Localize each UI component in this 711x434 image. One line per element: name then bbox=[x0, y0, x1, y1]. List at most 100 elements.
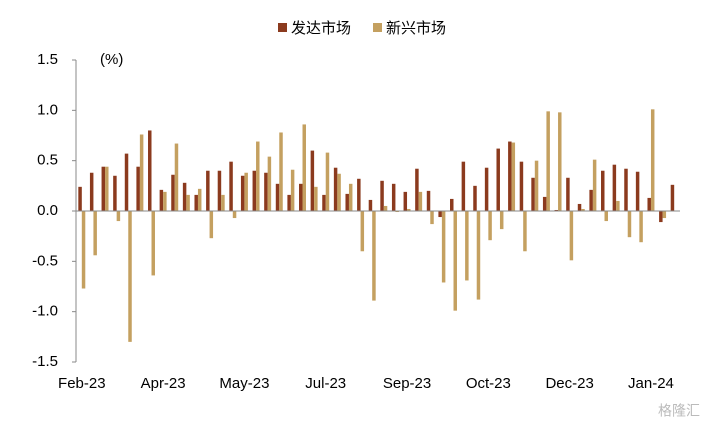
x-tick-label: Dec-23 bbox=[545, 375, 593, 392]
bar bbox=[310, 150, 315, 211]
bar bbox=[558, 112, 562, 211]
bar bbox=[534, 160, 539, 211]
bar bbox=[662, 211, 667, 219]
x-tick-label: Jan-24 bbox=[628, 375, 674, 392]
bar bbox=[81, 211, 86, 289]
bar bbox=[240, 175, 245, 211]
bar bbox=[322, 194, 326, 211]
bar bbox=[302, 124, 306, 211]
bar bbox=[232, 211, 237, 219]
bar bbox=[163, 191, 167, 211]
y-tick-label: -1.5 bbox=[32, 353, 58, 370]
bar bbox=[403, 191, 408, 211]
y-tick-label: 0.5 bbox=[37, 152, 58, 169]
y-tick-label: -0.5 bbox=[32, 252, 58, 269]
bar bbox=[78, 186, 82, 211]
bar bbox=[546, 111, 550, 211]
bar bbox=[650, 109, 655, 211]
bar bbox=[415, 168, 419, 211]
bar bbox=[174, 143, 179, 211]
bar bbox=[372, 211, 376, 301]
bar bbox=[299, 183, 303, 211]
bar bbox=[418, 191, 423, 211]
bar bbox=[601, 170, 605, 211]
x-tick-label: Oct-23 bbox=[466, 375, 511, 392]
y-tick-label: 0.0 bbox=[37, 202, 58, 219]
unit-label: (%) bbox=[100, 51, 123, 68]
bar bbox=[287, 194, 291, 211]
bar bbox=[627, 211, 632, 238]
legend-label: 新兴市场 bbox=[386, 20, 446, 37]
bar bbox=[523, 211, 527, 252]
y-tick-label: -1.0 bbox=[32, 303, 58, 320]
bar bbox=[380, 180, 384, 211]
bar bbox=[348, 183, 353, 211]
bar bbox=[217, 170, 222, 211]
bar bbox=[279, 132, 283, 211]
bar bbox=[581, 208, 585, 211]
bar bbox=[430, 211, 434, 225]
bar bbox=[136, 166, 140, 211]
bar bbox=[639, 211, 643, 243]
bar bbox=[290, 169, 295, 211]
bar bbox=[624, 168, 628, 211]
bar bbox=[488, 211, 492, 241]
bar bbox=[159, 189, 164, 211]
bar bbox=[647, 197, 651, 211]
bar bbox=[197, 188, 202, 211]
bar bbox=[105, 166, 109, 211]
bar bbox=[484, 167, 489, 211]
bar bbox=[441, 211, 446, 283]
bar bbox=[113, 175, 117, 211]
legend-swatch bbox=[373, 23, 382, 32]
bar bbox=[407, 208, 411, 211]
bar bbox=[264, 172, 268, 211]
bar bbox=[368, 199, 373, 211]
bar bbox=[473, 185, 477, 211]
bar bbox=[337, 173, 341, 211]
bar bbox=[194, 194, 198, 211]
bar bbox=[508, 141, 512, 211]
bar bbox=[592, 159, 597, 211]
y-tick-label: 1.0 bbox=[37, 101, 58, 118]
x-tick-label: Feb-23 bbox=[58, 375, 106, 392]
bar bbox=[275, 183, 280, 211]
bar bbox=[476, 211, 481, 300]
y-tick-label: 1.5 bbox=[37, 51, 58, 68]
x-tick-label: May-23 bbox=[219, 375, 269, 392]
bar bbox=[635, 171, 640, 211]
bar bbox=[438, 211, 442, 218]
bar bbox=[496, 148, 500, 211]
bar bbox=[325, 152, 330, 211]
bar bbox=[383, 205, 388, 211]
bar bbox=[554, 209, 559, 211]
bar bbox=[453, 211, 457, 311]
x-tick-label: Sep-23 bbox=[383, 375, 431, 392]
bar bbox=[256, 141, 260, 211]
bar bbox=[209, 211, 214, 239]
legend-swatch bbox=[278, 23, 287, 32]
bar bbox=[171, 174, 175, 211]
bar bbox=[186, 194, 190, 211]
bar bbox=[391, 183, 396, 211]
bar bbox=[566, 177, 570, 211]
bar bbox=[616, 200, 620, 211]
bar bbox=[89, 172, 94, 211]
bar bbox=[395, 211, 399, 213]
bar bbox=[116, 211, 121, 222]
bar bbox=[511, 142, 516, 211]
bar bbox=[519, 161, 524, 211]
watermark: 格隆汇 bbox=[658, 403, 700, 419]
bar bbox=[128, 211, 132, 342]
bar bbox=[577, 203, 582, 211]
bar bbox=[206, 170, 210, 211]
bar bbox=[426, 190, 431, 211]
bar bbox=[357, 178, 361, 211]
bar bbox=[267, 156, 272, 211]
bar bbox=[229, 161, 233, 211]
bar bbox=[124, 153, 129, 211]
bar bbox=[221, 194, 225, 211]
bar bbox=[531, 177, 535, 211]
x-tick-label: Jul-23 bbox=[305, 375, 346, 392]
